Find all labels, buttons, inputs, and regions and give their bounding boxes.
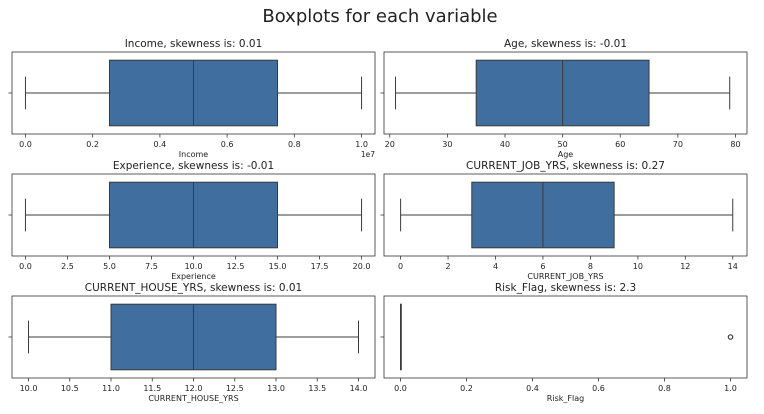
x-tick-label: 0.6 xyxy=(221,140,234,149)
x-tick-label: 4 xyxy=(493,262,498,271)
x-tick-label: 2 xyxy=(446,262,451,271)
x-tick-label: 10 xyxy=(633,262,643,271)
x-tick-label: 0.2 xyxy=(460,384,473,393)
x-tick-label: 0.8 xyxy=(658,384,671,393)
x-tick-label: 30 xyxy=(442,140,452,149)
x-tick-label: 12.5 xyxy=(227,262,245,271)
boxplot-panel: CURRENT_HOUSE_YRS, skewness is: 0.01 10.0… xyxy=(8,282,376,403)
x-tick-label: 15.0 xyxy=(269,262,287,271)
axes-frame xyxy=(383,295,748,379)
x-tick-label: 0.6 xyxy=(592,384,605,393)
x-tick-label: 12 xyxy=(680,262,690,271)
x-tick-label: 1.0 xyxy=(724,384,737,393)
panel-title: CURRENT_HOUSE_YRS, skewness is: 0.01 xyxy=(85,282,302,294)
x-tick-label: 12.5 xyxy=(226,384,244,393)
boxplot-panel: Age, skewness is: -0.01 20 30 40 50 60 70 80 Age xyxy=(380,38,748,159)
panel-title: Income, skewness is: 0.01 xyxy=(125,38,263,50)
boxplot-panel: Experience, skewness is: -0.01 0.0 2.5 5.0 7… xyxy=(8,160,376,281)
x-tick-label: 0.2 xyxy=(86,140,99,149)
x-tick-label: 10.0 xyxy=(20,384,38,393)
x-tick-label: 0.4 xyxy=(526,384,539,393)
panel-title: Experience, skewness is: -0.01 xyxy=(113,160,274,172)
x-tick-label: 13.0 xyxy=(267,384,285,393)
x-tick-label: 8 xyxy=(588,262,593,271)
x-tick-label: 0.0 xyxy=(19,140,32,149)
x-tick-label: 12.0 xyxy=(185,384,203,393)
x-tick-label: 0.4 xyxy=(154,140,167,149)
x-axis-label: CURRENT_JOB_YRS xyxy=(527,272,603,281)
x-tick-label: 0 xyxy=(398,262,403,271)
boxplot-panel: Income, skewness is: 0.01 0.0 0.2 0.4 0.6 0.8… xyxy=(8,38,376,159)
x-tick-label: 11.0 xyxy=(102,384,120,393)
x-tick-label: 11.5 xyxy=(143,384,161,393)
x-axis-label: Income xyxy=(179,150,209,159)
x-axis-label: Age xyxy=(558,150,574,159)
x-tick-label: 0.0 xyxy=(19,262,32,271)
x-offset-label: 1e7 xyxy=(361,150,375,159)
x-tick-label: 10.5 xyxy=(61,384,79,393)
x-tick-label: 80 xyxy=(730,140,740,149)
x-tick-label: 17.5 xyxy=(311,262,329,271)
boxplot-panel: Risk_Flag, skewness is: 2.3 0.0 0.2 0.4 0.6 0… xyxy=(380,282,748,403)
x-tick-label: 10.0 xyxy=(185,262,203,271)
x-tick-label: 2.5 xyxy=(61,262,74,271)
x-tick-label: 14.0 xyxy=(350,384,368,393)
x-axis-label: Experience xyxy=(171,272,216,281)
x-tick-label: 7.5 xyxy=(145,262,158,271)
x-tick-label: 1.0 xyxy=(355,140,368,149)
x-tick-label: 0.0 xyxy=(394,384,407,393)
boxplot-panel: CURRENT_JOB_YRS, skewness is: 0.27 0 2 4 6 8 1… xyxy=(380,160,748,281)
x-tick-label: 40 xyxy=(500,140,510,149)
x-tick-label: 6 xyxy=(540,262,545,271)
x-tick-label: 70 xyxy=(673,140,683,149)
x-tick-label: 13.5 xyxy=(308,384,326,393)
x-tick-label: 20 xyxy=(385,140,395,149)
panel-title: Age, skewness is: -0.01 xyxy=(504,38,627,50)
x-axis-label: Risk_Flag xyxy=(547,394,584,403)
panel-title: CURRENT_JOB_YRS, skewness is: 0.27 xyxy=(466,160,665,172)
panel-title: Risk_Flag, skewness is: 2.3 xyxy=(495,282,636,294)
x-tick-label: 0.8 xyxy=(288,140,301,149)
x-tick-label: 60 xyxy=(615,140,625,149)
x-tick-label: 5.0 xyxy=(103,262,116,271)
figure-title: Boxplots for each variable xyxy=(262,6,497,27)
x-tick-label: 14 xyxy=(728,262,738,271)
x-tick-label: 50 xyxy=(558,140,568,149)
outlier-point xyxy=(727,334,734,340)
x-axis-label: CURRENT_HOUSE_YRS xyxy=(148,394,238,403)
x-tick-label: 20.0 xyxy=(353,262,371,271)
